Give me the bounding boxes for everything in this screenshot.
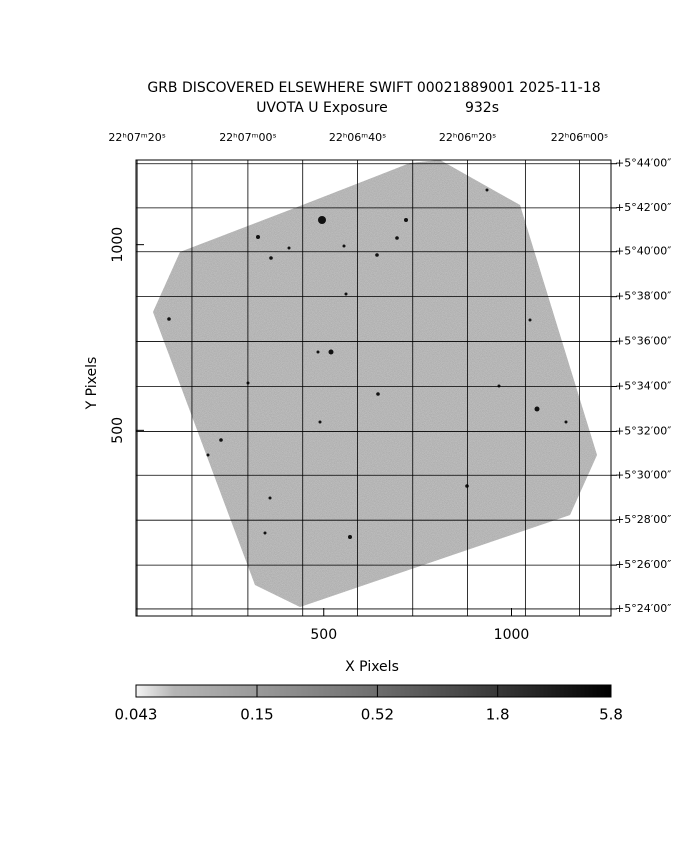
dec-tick-label: +5°32′00″ xyxy=(615,424,671,437)
colorbar-tick-label: 0.043 xyxy=(115,706,158,724)
dec-tick-label: +5°28′00″ xyxy=(615,513,671,526)
y-tick-label: 500 xyxy=(110,417,126,444)
dec-tick-label: +5°36′00″ xyxy=(615,335,671,348)
dec-tick-label: +5°42′00″ xyxy=(615,201,671,214)
dec-tick-label: +5°30′00″ xyxy=(615,468,671,481)
colorbar-tick-label: 1.8 xyxy=(486,706,510,724)
chart-subtitle: UVOTA U Exposure xyxy=(256,100,388,116)
chart-title: GRB DISCOVERED ELSEWHERE SWIFT 000218890… xyxy=(147,80,600,96)
y-axis-label: Y Pixels xyxy=(84,357,100,411)
plot-frame xyxy=(135,159,612,617)
dec-tick-label: +5°40′00″ xyxy=(615,245,671,258)
exposure-image xyxy=(153,160,597,607)
y-tick-label: 1000 xyxy=(110,227,126,263)
dec-tick-label: +5°44′00″ xyxy=(615,157,671,170)
ra-tick-label: 22ʰ06ᵐ00ˢ xyxy=(551,131,608,144)
ra-tick-label: 22ʰ07ᵐ20ˢ xyxy=(108,131,165,144)
colorbar-tick-label: 5.8 xyxy=(599,706,623,724)
sources xyxy=(167,188,568,539)
x-axis-label: X Pixels xyxy=(345,659,399,675)
colorbar xyxy=(135,684,612,698)
exposure-time: 932s xyxy=(465,100,499,116)
ra-tick-label: 22ʰ06ᵐ40ˢ xyxy=(329,131,386,144)
dec-tick-label: +5°24′00″ xyxy=(615,602,671,615)
dec-tick-label: +5°26′00″ xyxy=(615,558,671,571)
dec-tick-label: +5°34′00″ xyxy=(615,380,671,393)
footprint-noise xyxy=(153,160,597,607)
dec-tick-label: +5°38′00″ xyxy=(615,290,671,303)
colorbar-tick-label: 0.15 xyxy=(240,706,273,724)
x-tick-label: 1000 xyxy=(494,627,530,643)
colorbar-tick-label: 0.52 xyxy=(361,706,394,724)
ra-tick-label: 22ʰ06ᵐ20ˢ xyxy=(439,131,496,144)
x-tick-label: 500 xyxy=(310,627,337,643)
ra-tick-label: 22ʰ07ᵐ00ˢ xyxy=(219,131,276,144)
